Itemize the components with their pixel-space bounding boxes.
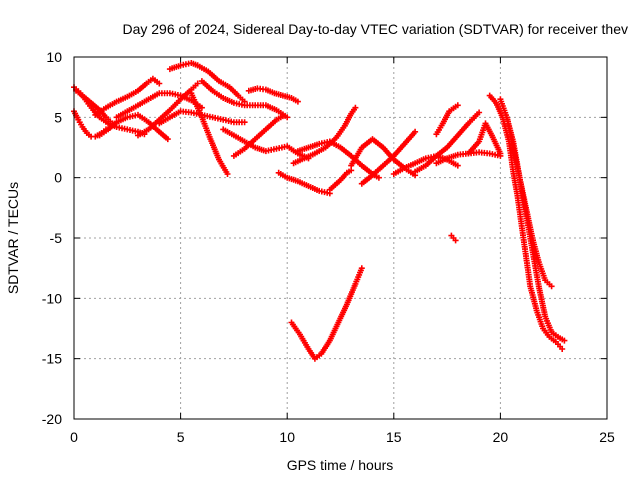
data-point — [548, 283, 555, 290]
series-arc-09 — [166, 60, 201, 73]
data-point — [561, 337, 568, 344]
x-tick-label: 10 — [279, 429, 295, 445]
x-tick-label: 20 — [493, 429, 509, 445]
data-point — [352, 104, 359, 111]
series-arc-25 — [433, 102, 461, 138]
series-arc-24 — [412, 109, 483, 175]
series-arc-31 — [503, 114, 568, 344]
data-point — [194, 80, 201, 87]
grid — [74, 57, 607, 419]
series-arc-05 — [96, 111, 171, 143]
data-point — [224, 171, 231, 177]
x-axis-label: GPS time / hours — [287, 457, 394, 473]
series-arc-27 — [465, 120, 504, 157]
data-point — [497, 150, 504, 157]
series-arc-07 — [135, 80, 201, 139]
data-point — [198, 104, 205, 111]
y-tick-label: 10 — [46, 49, 62, 65]
data-point — [164, 136, 171, 143]
plot-frame — [73, 56, 608, 420]
y-tick-label: -10 — [42, 290, 62, 306]
series-arc-11 — [194, 62, 248, 105]
data-point — [452, 237, 459, 244]
x-tick-label: 25 — [599, 429, 615, 445]
data-point — [279, 113, 286, 120]
series-arc-28 — [448, 232, 459, 244]
series-arc-04 — [92, 75, 163, 118]
data-point — [559, 346, 566, 352]
series-arc-19 — [294, 138, 382, 181]
series-arc-20 — [288, 265, 365, 362]
series-arc-10 — [188, 90, 231, 177]
y-tick-label: -15 — [42, 351, 62, 367]
data-point — [156, 80, 163, 87]
data-point — [284, 114, 291, 121]
series-arc-22 — [358, 128, 419, 187]
y-tick-label: 5 — [54, 109, 62, 125]
data-points — [71, 60, 568, 362]
data-point — [358, 265, 365, 272]
series-arc-15 — [230, 113, 286, 159]
y-tick-label: 0 — [54, 170, 62, 186]
data-point — [241, 119, 248, 126]
y-axis-label: SDTVAR / TECUs — [5, 182, 21, 294]
series-arc-08 — [156, 108, 248, 127]
data-point — [454, 162, 461, 169]
data-point — [375, 174, 382, 181]
chart-title: Day 296 of 2024, Sidereal Day-to-day VTE… — [122, 21, 628, 37]
data-point — [294, 98, 301, 105]
x-tick-label: 15 — [386, 429, 402, 445]
series-arc-17 — [326, 167, 355, 193]
data-point — [476, 109, 483, 116]
data-point — [454, 102, 461, 109]
x-tick-label: 5 — [177, 429, 185, 445]
series-arc-16 — [275, 169, 333, 197]
y-tick-label: -20 — [42, 411, 62, 427]
series-arc-14 — [245, 85, 301, 105]
data-point — [412, 128, 419, 135]
series-arc-12 — [198, 78, 291, 121]
y-tick-label: -5 — [50, 230, 63, 246]
x-tick-label: 0 — [70, 429, 78, 445]
